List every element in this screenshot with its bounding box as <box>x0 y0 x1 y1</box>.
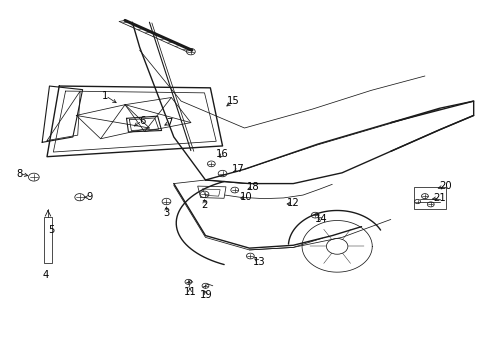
Text: 12: 12 <box>286 198 299 208</box>
Text: 3: 3 <box>163 208 169 218</box>
Text: 16: 16 <box>216 149 228 159</box>
Text: 1: 1 <box>102 91 108 101</box>
Text: 6: 6 <box>139 116 145 126</box>
Text: 21: 21 <box>432 193 445 203</box>
Text: 11: 11 <box>183 287 196 297</box>
Text: 13: 13 <box>252 257 265 267</box>
Text: 20: 20 <box>438 181 451 192</box>
Text: 17: 17 <box>232 164 244 174</box>
Text: 4: 4 <box>42 270 49 280</box>
Text: 15: 15 <box>226 96 239 106</box>
Text: 5: 5 <box>48 225 54 235</box>
Text: 19: 19 <box>200 291 212 301</box>
Text: 10: 10 <box>239 192 252 202</box>
Text: 8: 8 <box>16 168 22 179</box>
Text: 2: 2 <box>201 200 207 210</box>
Text: 14: 14 <box>315 215 327 224</box>
Text: 7: 7 <box>166 118 172 128</box>
Text: 18: 18 <box>246 182 259 192</box>
Text: 9: 9 <box>86 192 93 202</box>
